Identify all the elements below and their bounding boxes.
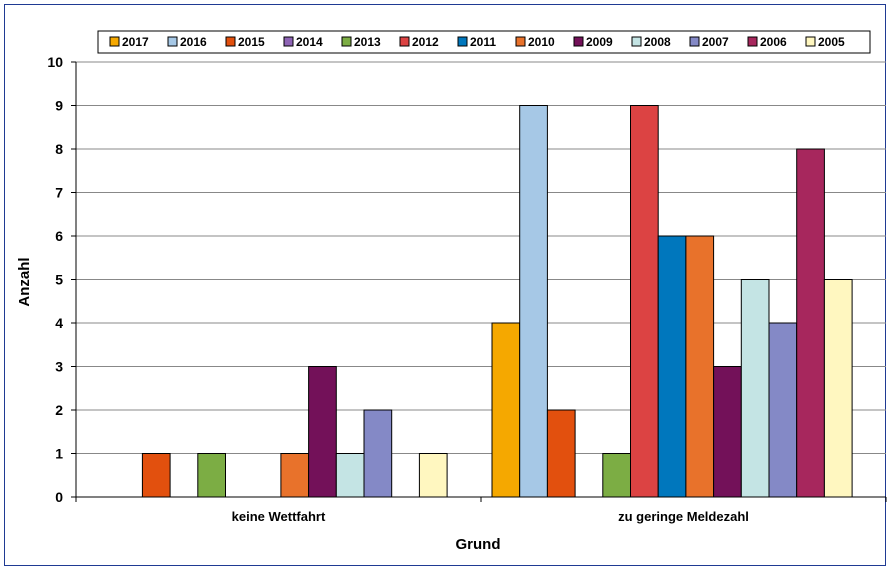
bar-2013-1 [602, 453, 631, 498]
legend-label-2012: 2012 [412, 35, 439, 49]
legend-swatch-2017 [109, 36, 120, 47]
legend-label-2007: 2007 [702, 35, 729, 49]
y-tick-label: 5 [55, 272, 63, 288]
legend-swatch-2014 [283, 36, 294, 47]
bar-2009-0 [308, 366, 337, 498]
legend-swatch-2011 [457, 36, 468, 47]
legend-label-2017: 2017 [122, 35, 149, 49]
legend-swatch-2016 [167, 36, 178, 47]
bar-2015-0 [141, 453, 171, 498]
legend-swatch-2006 [747, 36, 758, 47]
legend-label-2010: 2010 [528, 35, 555, 49]
y-tick-label: 1 [55, 446, 63, 462]
legend-label-2008: 2008 [644, 35, 671, 49]
legend-swatch-2013 [341, 36, 352, 47]
x-category-label: zu geringe Meldezahl [618, 509, 749, 524]
axes [71, 61, 887, 502]
legend-swatch-2005 [805, 36, 816, 47]
bar-2007-1 [768, 322, 798, 498]
y-tick-label: 6 [55, 228, 63, 244]
y-axis-title: Anzahl [16, 257, 33, 306]
legend-label-2016: 2016 [180, 35, 207, 49]
y-tick-label: 7 [55, 185, 63, 201]
bar-2008-1 [740, 279, 770, 498]
x-category-labels: keine Wettfahrt zu geringe Meldezahl [232, 509, 749, 524]
bar-2008-0 [335, 453, 365, 498]
x-category-label: keine Wettfahrt [232, 509, 326, 524]
legend-label-2011: 2011 [470, 35, 496, 49]
legend-label-2015: 2015 [238, 35, 265, 49]
y-tick-label: 4 [55, 315, 63, 331]
bar-2012-1 [630, 105, 659, 498]
bar-2005-0 [418, 453, 448, 498]
legend-swatch-2007 [689, 36, 700, 47]
legend: 2017 2016 2015 2014 2013 2012 2011 2010 2009 2008… [97, 30, 871, 54]
y-tick-label: 9 [55, 98, 63, 114]
bar-2013-0 [197, 453, 227, 498]
legend-label-2013: 2013 [354, 35, 381, 49]
y-tick-label: 10 [47, 54, 63, 70]
bar-2009-1 [713, 366, 742, 498]
y-tick-labels: 0 1 2 3 4 5 6 7 8 9 10 [47, 54, 63, 505]
legend-label-2006: 2006 [760, 35, 787, 49]
legend-swatch-2008 [631, 36, 642, 47]
bar-2017-1 [491, 322, 521, 498]
bar-2006-1 [796, 148, 825, 498]
legend-swatch-2012 [399, 36, 410, 47]
legend-label-2005: 2005 [818, 35, 845, 49]
legend-label-2014: 2014 [296, 35, 323, 49]
legend-swatch-2015 [225, 36, 236, 47]
x-axis-title: Grund [456, 536, 501, 553]
y-tick-label: 0 [55, 489, 63, 505]
bars [141, 105, 853, 498]
y-tick-label: 2 [55, 402, 63, 418]
bar-2010-1 [685, 235, 715, 498]
bar-2005-1 [823, 279, 853, 498]
bar-2016-1 [519, 105, 548, 498]
y-tick-label: 8 [55, 141, 63, 157]
bar-2011-1 [657, 235, 687, 498]
legend-swatch-2009 [573, 36, 584, 47]
legend-label-2009: 2009 [586, 35, 613, 49]
bar-2007-0 [363, 409, 393, 498]
bar-2010-0 [280, 453, 310, 498]
y-tick-label: 3 [55, 359, 63, 375]
bar-2015-1 [546, 409, 576, 498]
legend-swatch-2010 [515, 36, 526, 47]
